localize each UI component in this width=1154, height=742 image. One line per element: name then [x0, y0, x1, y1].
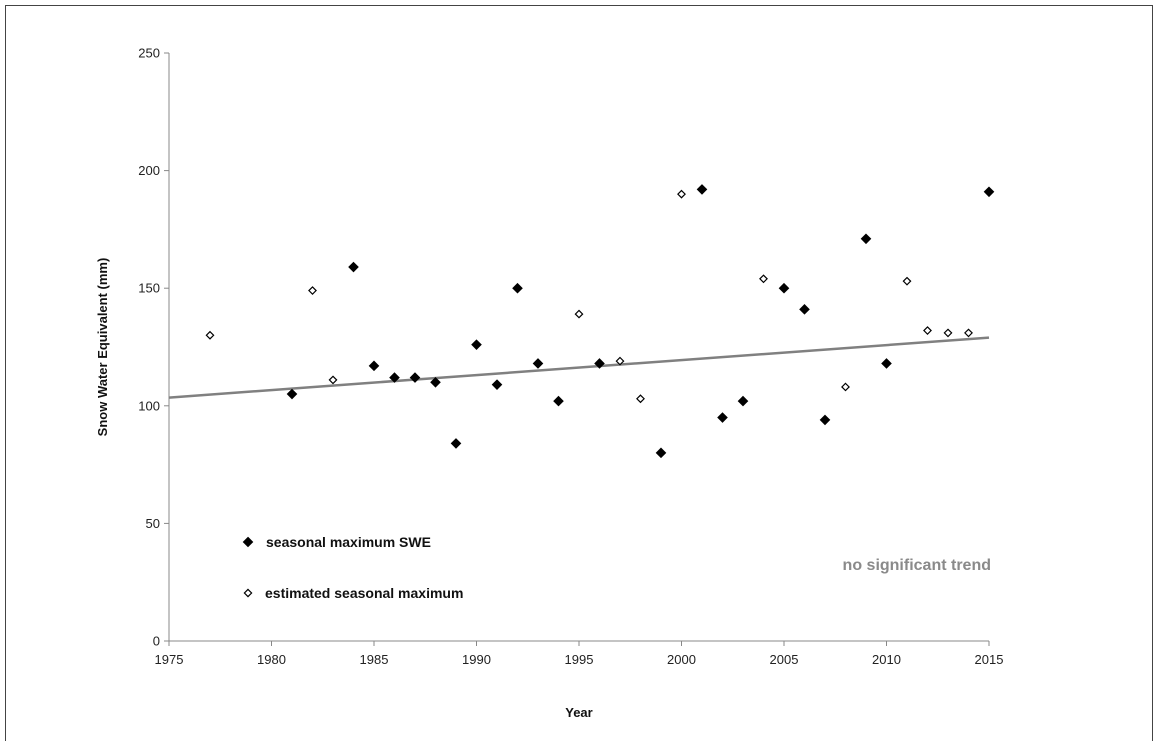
- data-point-estimated: [964, 328, 973, 338]
- data-point-measured: [696, 184, 708, 195]
- legend-marker-open-diamond: [243, 588, 253, 598]
- data-points: [205, 184, 995, 459]
- data-point-measured: [860, 233, 872, 245]
- y-tick-label: 200: [138, 163, 160, 178]
- x-tick-label: 1980: [257, 652, 286, 667]
- data-point-measured: [737, 395, 749, 407]
- data-point-estimated: [328, 375, 338, 385]
- y-ticks: 0 50 100 150 200 250: [138, 46, 169, 649]
- data-point-estimated: [759, 274, 768, 284]
- x-tick-label: 1975: [155, 652, 184, 667]
- x-tick-label: 1990: [462, 652, 491, 667]
- data-point-measured: [450, 438, 462, 449]
- legend: seasonal maximum SWE estimated seasonal …: [242, 534, 463, 601]
- data-point-estimated: [677, 189, 686, 199]
- x-ticks: 1975 1980 1985 1990 1995 2000 2005 2010 2015: [155, 641, 1004, 667]
- data-point-measured: [819, 414, 831, 426]
- data-point-measured: [409, 372, 421, 383]
- x-tick-label: 2005: [770, 652, 799, 667]
- data-point-measured: [881, 358, 892, 369]
- y-tick-label: 250: [138, 46, 160, 61]
- legend-marker-filled-diamond: [242, 536, 254, 548]
- y-tick-label: 50: [146, 516, 160, 531]
- chart-frame: [5, 5, 1153, 741]
- data-point-measured: [717, 412, 728, 423]
- legend-label-seasonal-max: seasonal maximum SWE: [266, 534, 431, 550]
- data-point-measured: [799, 304, 810, 315]
- data-point-estimated: [902, 276, 912, 286]
- x-tick-label: 1995: [565, 652, 594, 667]
- data-point-measured: [286, 388, 298, 400]
- legend-label-estimated-max: estimated seasonal maximum: [265, 585, 463, 601]
- x-axis-title: Year: [565, 705, 592, 720]
- data-point-estimated: [841, 382, 850, 392]
- y-tick-label: 150: [138, 281, 160, 296]
- data-point-measured: [491, 379, 503, 390]
- data-point-measured: [348, 261, 359, 273]
- y-tick-label: 100: [138, 398, 160, 413]
- data-point-measured: [553, 395, 564, 407]
- data-point-measured: [532, 358, 544, 369]
- data-point-measured: [655, 447, 667, 459]
- x-tick-label: 2010: [872, 652, 901, 667]
- data-point-estimated: [636, 394, 645, 404]
- x-tick-label: 2015: [975, 652, 1004, 667]
- data-point-estimated: [923, 326, 932, 335]
- data-point-measured: [389, 372, 400, 383]
- trend-line: [168, 336, 990, 399]
- data-point-measured: [778, 282, 790, 294]
- data-point-measured: [594, 358, 605, 369]
- data-point-measured: [512, 282, 523, 294]
- data-point-measured: [471, 339, 482, 350]
- data-point-measured: [430, 376, 441, 388]
- data-point-estimated: [615, 356, 625, 366]
- y-tick-label: 0: [153, 634, 160, 649]
- data-point-estimated: [943, 328, 953, 338]
- data-point-estimated: [574, 309, 584, 319]
- x-tick-label: 2000: [667, 652, 696, 667]
- data-point-estimated: [308, 286, 317, 296]
- trend-annotation: no significant trend: [843, 557, 991, 574]
- data-point-estimated: [205, 330, 215, 340]
- data-point-measured: [368, 360, 380, 372]
- data-point-measured: [983, 186, 995, 198]
- x-tick-label: 1985: [360, 652, 389, 667]
- y-axis-title: Snow Water Equivalent (mm): [95, 258, 110, 437]
